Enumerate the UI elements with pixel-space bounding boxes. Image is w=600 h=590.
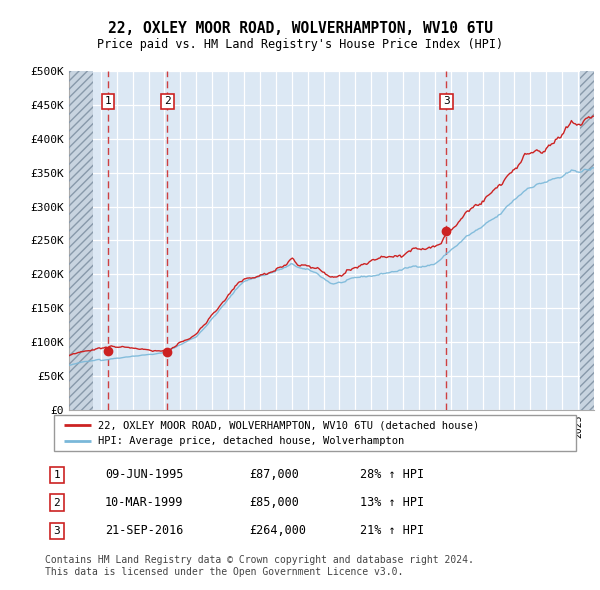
- Text: 2: 2: [164, 96, 171, 106]
- Text: 1: 1: [104, 96, 111, 106]
- Text: 2: 2: [53, 498, 61, 507]
- Text: 22, OXLEY MOOR ROAD, WOLVERHAMPTON, WV10 6TU: 22, OXLEY MOOR ROAD, WOLVERHAMPTON, WV10…: [107, 21, 493, 36]
- Text: 3: 3: [53, 526, 61, 536]
- Bar: [69, 71, 93, 410]
- Text: 28% ↑ HPI: 28% ↑ HPI: [360, 468, 424, 481]
- Text: 1: 1: [53, 470, 61, 480]
- Text: 09-JUN-1995: 09-JUN-1995: [105, 468, 184, 481]
- Text: £87,000: £87,000: [249, 468, 299, 481]
- FancyBboxPatch shape: [54, 415, 576, 451]
- Text: HPI: Average price, detached house, Wolverhampton: HPI: Average price, detached house, Wolv…: [98, 437, 404, 447]
- Text: Contains HM Land Registry data © Crown copyright and database right 2024.
This d: Contains HM Land Registry data © Crown c…: [45, 555, 474, 577]
- Text: 13% ↑ HPI: 13% ↑ HPI: [360, 496, 424, 509]
- Text: £264,000: £264,000: [249, 525, 306, 537]
- Text: 22, OXLEY MOOR ROAD, WOLVERHAMPTON, WV10 6TU (detached house): 22, OXLEY MOOR ROAD, WOLVERHAMPTON, WV10…: [98, 420, 479, 430]
- Text: £85,000: £85,000: [249, 496, 299, 509]
- Text: 10-MAR-1999: 10-MAR-1999: [105, 496, 184, 509]
- Bar: [69, 71, 93, 410]
- Bar: [580, 71, 594, 410]
- Text: 21% ↑ HPI: 21% ↑ HPI: [360, 525, 424, 537]
- Text: 21-SEP-2016: 21-SEP-2016: [105, 525, 184, 537]
- Text: Price paid vs. HM Land Registry's House Price Index (HPI): Price paid vs. HM Land Registry's House …: [97, 38, 503, 51]
- Bar: [580, 71, 594, 410]
- Text: 3: 3: [443, 96, 450, 106]
